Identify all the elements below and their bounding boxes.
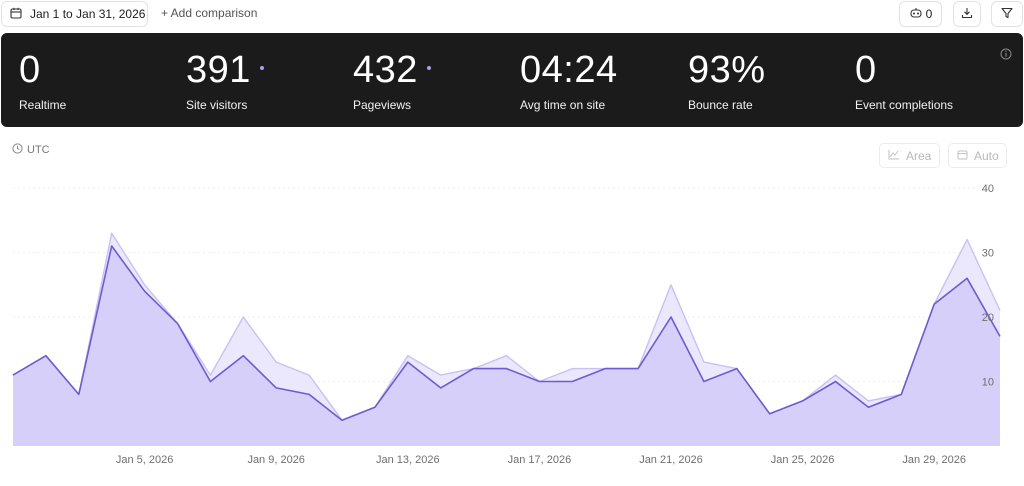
- stat-event-completions[interactable]: 0 Event completions: [855, 49, 953, 112]
- filter-icon: [1001, 7, 1013, 22]
- stat-pageviews[interactable]: 432 Pageviews: [353, 49, 431, 112]
- x-tick-label: Jan 17, 2026: [508, 454, 572, 466]
- x-tick-label: Jan 21, 2026: [639, 454, 703, 466]
- x-tick-label: Jan 13, 2026: [376, 454, 440, 466]
- x-tick-label: Jan 25, 2026: [771, 454, 835, 466]
- stat-realtime-label: Realtime: [19, 98, 67, 112]
- stat-site-visitors-value: 391: [186, 49, 251, 91]
- series-dot-icon: [426, 66, 431, 70]
- stat-site-visitors-label: Site visitors: [186, 98, 248, 112]
- timezone-label: UTC: [27, 144, 50, 156]
- stat-bounce-rate[interactable]: 93% Bounce rate: [688, 49, 766, 112]
- chart-type-label: Area: [906, 148, 932, 163]
- date-range-label: Jan 1 to Jan 31, 2026: [30, 7, 146, 21]
- x-tick-label: Jan 29, 2026: [902, 454, 966, 466]
- y-tick-label: 40: [982, 183, 994, 195]
- stat-bounce-rate-label: Bounce rate: [688, 98, 753, 112]
- download-icon: [961, 7, 973, 22]
- series-dot-icon: [259, 66, 264, 70]
- date-range-button[interactable]: Jan 1 to Jan 31, 2026: [1, 1, 148, 27]
- live-visitors-button[interactable]: 0: [899, 1, 942, 27]
- stat-avg-time-label: Avg time on site: [520, 98, 606, 112]
- download-button[interactable]: [953, 1, 981, 27]
- stat-pageviews-label: Pageviews: [353, 98, 412, 112]
- interval-button[interactable]: Auto: [948, 143, 1007, 168]
- chart-type-button[interactable]: Area: [879, 143, 940, 168]
- series-area: [13, 246, 1000, 446]
- stat-event-completions-label: Event completions: [855, 98, 954, 112]
- calendar-icon: [10, 7, 22, 22]
- stat-realtime-value: 0: [19, 49, 41, 91]
- interval-label: Auto: [974, 148, 999, 163]
- y-tick-label: 20: [982, 312, 994, 324]
- clock-icon: [12, 143, 23, 157]
- x-tick-label: Jan 9, 2026: [247, 454, 305, 466]
- series-line: [12, 245, 1001, 421]
- filter-button[interactable]: [991, 1, 1023, 27]
- stat-avg-time[interactable]: 04:24 Avg time on site: [520, 49, 618, 112]
- x-tick-label: Jan 5, 2026: [116, 454, 174, 466]
- stats-panel: 0 Realtime 391 Site visitors 432 Pagevie…: [1, 33, 1023, 127]
- toolbar: Jan 1 to Jan 31, 2026 + Add comparison 0: [0, 0, 1024, 28]
- calendar-icon: [957, 149, 968, 163]
- y-tick-label: 10: [982, 377, 994, 389]
- area-chart-icon: [888, 149, 900, 163]
- live-visitors-icon: [909, 7, 923, 22]
- stat-realtime[interactable]: 0 Realtime: [19, 49, 66, 112]
- timezone-indicator: UTC: [12, 143, 50, 157]
- live-visitors-count: 0: [925, 7, 933, 21]
- stat-event-completions-value: 0: [855, 49, 877, 91]
- add-comparison-link[interactable]: + Add comparison: [161, 6, 258, 20]
- stat-pageviews-value: 432: [353, 49, 418, 91]
- stat-bounce-rate-value: 93%: [688, 49, 766, 91]
- y-tick-label: 30: [982, 248, 994, 260]
- info-icon[interactable]: [1000, 47, 1012, 65]
- stat-site-visitors[interactable]: 391 Site visitors: [186, 49, 264, 112]
- stat-avg-time-value: 04:24: [520, 49, 618, 91]
